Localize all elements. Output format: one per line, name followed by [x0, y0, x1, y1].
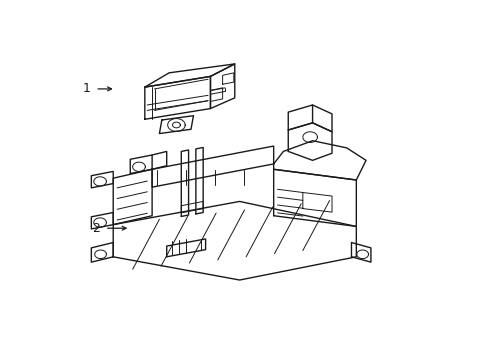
Text: 1: 1 — [82, 82, 90, 95]
Text: 2: 2 — [92, 222, 100, 235]
